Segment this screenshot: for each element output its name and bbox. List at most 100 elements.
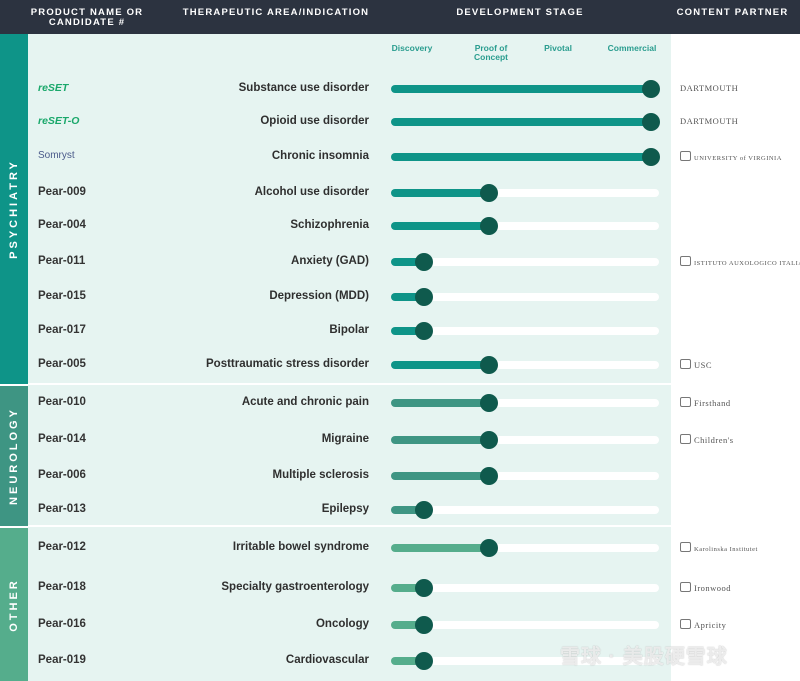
stage-bar (391, 258, 424, 266)
partner-logo: Children's (680, 434, 734, 445)
group-label-psychiatry: PSYCHIATRY (8, 159, 20, 259)
stage-track (391, 322, 659, 340)
stage-track (391, 184, 659, 202)
indication-label: Epilepsy (321, 503, 369, 515)
partner-logo: USC (680, 359, 712, 370)
stage-bar (391, 361, 489, 369)
group-divider (28, 383, 671, 385)
partner-column (671, 34, 800, 681)
pipeline-row: Pear-012 Irritable bowel syndrome Karolins… (28, 533, 800, 563)
stage-bar (391, 118, 651, 126)
pipeline-row: Pear-006 Multiple sclerosis (28, 461, 800, 491)
group-bar-other: OTHER (0, 528, 28, 681)
stage-dot (480, 539, 498, 557)
partner-logo: Apricity (680, 619, 726, 630)
table-header: PRODUCT NAME OR CANDIDATE # THERAPEUTIC … (0, 0, 800, 34)
product-name: reSET-O (38, 115, 80, 127)
stage-dot (642, 113, 660, 131)
pipeline-row: Pear-017 Bipolar (28, 316, 800, 346)
stage-dot (480, 356, 498, 374)
partner-logo: UNIVERSITY of VIRGINIA (680, 151, 782, 162)
indication-label: Oncology (315, 618, 369, 630)
partner-logo: Ironwood (680, 582, 731, 593)
stage-dot (480, 217, 498, 235)
product-name: Pear-013 (38, 503, 86, 515)
stage-track (391, 217, 659, 235)
stage-bar (391, 584, 424, 592)
product-name: Pear-015 (38, 290, 86, 302)
group-label-neurology: NEUROLOGY (8, 407, 20, 505)
stage-dot (415, 616, 433, 634)
indication-label: Posttraumatic stress disorder (206, 358, 369, 370)
group-bar-psychiatry: PSYCHIATRY (0, 34, 28, 384)
group-divider (28, 525, 671, 527)
pipeline-row: Pear-011 Anxiety (GAD) ISTITUTO AUXOLOGICO… (28, 247, 800, 277)
stage-dot (480, 184, 498, 202)
stage-bar (391, 544, 489, 552)
stage-track (391, 80, 660, 98)
stage-dot (642, 148, 660, 166)
indication-label: Substance use disorder (238, 82, 369, 94)
product-name: Pear-018 (38, 581, 86, 593)
stage-bar (391, 472, 489, 480)
partner-logo: DARTMOUTH (680, 116, 738, 126)
pipeline-row: Pear-018 Specialty gastroenterology Ironwo… (28, 573, 800, 603)
partner-name: Ironwood (694, 583, 732, 593)
partner-name: UNIVERSITY of VIRGINIA (694, 155, 782, 162)
indication-label: Chronic insomnia (271, 150, 369, 162)
stage-track (391, 501, 659, 519)
stage-label: Proof of Concept (474, 43, 508, 62)
stage-bar (391, 399, 489, 407)
stage-dot (415, 322, 433, 340)
group-label-other: OTHER (8, 577, 20, 632)
partner-logo-icon (680, 619, 691, 629)
pipeline-row: Pear-009 Alcohol use disorder (28, 178, 800, 208)
stage-bar (391, 621, 424, 629)
stage-track (391, 539, 659, 557)
stage-bar (391, 293, 424, 301)
pipeline-row: Pear-004 Schizophrenia (28, 211, 800, 241)
indication-label: Multiple sclerosis (272, 469, 369, 481)
partner-logo-icon (680, 359, 691, 369)
watermark: 雪球 · 美股硬雪球 (560, 646, 728, 668)
stage-dot (480, 467, 498, 485)
stage-track (391, 253, 659, 271)
partner-column-header: CONTENT PARTNER (676, 7, 789, 18)
stage-dot (415, 253, 433, 271)
partner-logo-icon (680, 582, 691, 592)
stage-track (391, 579, 659, 597)
indication-label: Irritable bowel syndrome (232, 541, 369, 553)
indication-label: Schizophrenia (290, 219, 369, 231)
partner-name: ISTITUTO AUXOLOGICO ITALIANO (694, 260, 800, 267)
stage-bar (391, 153, 651, 161)
pipeline-row: reSET Substance use disorder DARTMOUTH (28, 74, 800, 104)
stage-dot (480, 394, 498, 412)
indication-label: Anxiety (GAD) (291, 255, 369, 267)
stage-track (391, 356, 659, 374)
stage-bar (391, 222, 489, 230)
product-name: Pear-017 (38, 324, 86, 336)
indication-column-header: THERAPEUTIC AREA/INDICATION (182, 7, 370, 18)
stage-track (391, 652, 659, 670)
stage-dot (480, 431, 498, 449)
product-name: Pear-006 (38, 469, 86, 481)
stage-bar (391, 436, 489, 444)
pipeline-panel (28, 34, 671, 681)
pipeline-row: Pear-010 Acute and chronic pain Firsthand (28, 388, 800, 418)
pipeline-row: Pear-019 Cardiovascular (28, 646, 800, 676)
pipeline-row: Somryst Chronic insomnia UNIVERSITY of VIR… (28, 142, 800, 172)
indication-label: Acute and chronic pain (241, 396, 369, 408)
partner-logo: Karolinska Institutet (680, 542, 758, 553)
partner-name: DARTMOUTH (680, 116, 739, 126)
stage-bar (391, 506, 424, 514)
stage-track (391, 616, 659, 634)
partner-logo-icon (680, 151, 691, 161)
partner-name: Apricity (694, 620, 727, 630)
stage-track (391, 467, 659, 485)
product-name: Somryst (38, 150, 75, 161)
product-name: Pear-014 (38, 433, 86, 445)
stage-dot (642, 80, 660, 98)
partner-name: Firsthand (694, 398, 731, 408)
stage-bar (391, 85, 651, 93)
product-name: Pear-019 (38, 654, 86, 666)
